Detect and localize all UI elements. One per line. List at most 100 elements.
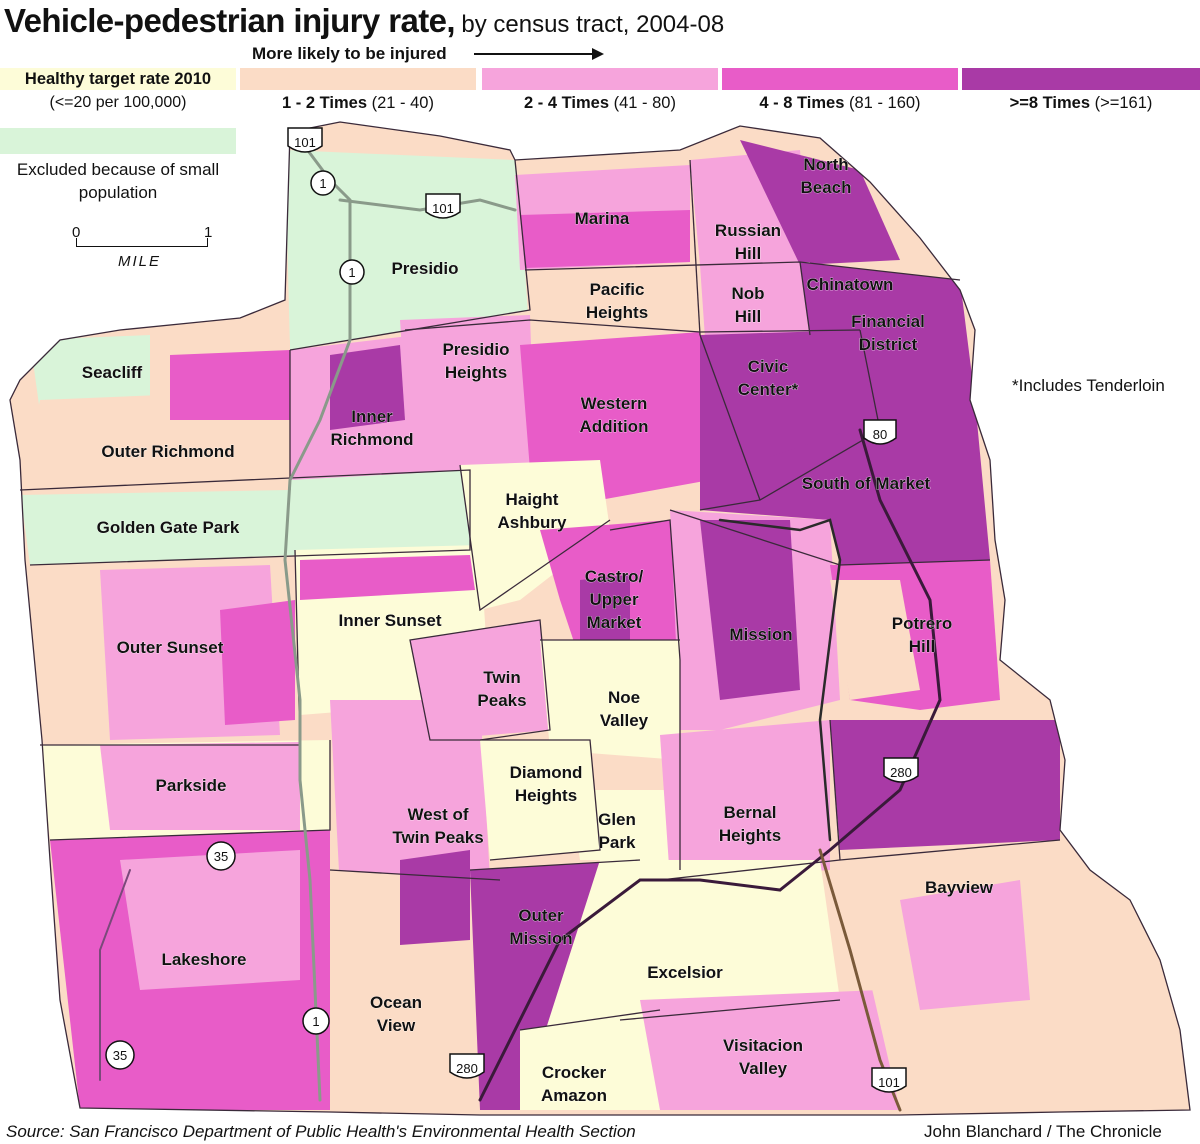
shield-label: 1 — [348, 265, 355, 280]
tract-inner-sunset-north — [300, 555, 475, 600]
scale-bar: 0 1 MILE — [72, 224, 212, 272]
shield-label: 101 — [294, 135, 316, 150]
neighborhood-label: Potrero Hill — [892, 614, 952, 656]
legend-swatch-8-plus — [962, 68, 1200, 90]
tract-potrero-west — [830, 580, 920, 700]
legend-item-8-plus: >=8 Times (>=161) — [962, 94, 1200, 113]
neighborhood-label: Visitacion Valley — [723, 1036, 803, 1078]
scale-end: 1 — [204, 224, 213, 241]
neighborhood-label: Glen Park — [598, 810, 636, 852]
tract-mission-dark — [700, 520, 800, 700]
highway-101-shield: 101 — [871, 1067, 907, 1093]
neighborhood-label: Civic Center* — [738, 357, 799, 399]
legend-item-4-8: 4 - 8 Times (81 - 160) — [722, 94, 958, 113]
neighborhood-label: Russian Hill — [715, 221, 781, 263]
source-note: Source: San Francisco Department of Publ… — [6, 1122, 636, 1141]
neighborhood-label: Ocean View — [370, 993, 422, 1035]
tract-bernal-heights — [660, 720, 830, 880]
tract-noe-valley — [540, 640, 680, 760]
tract-visitacion-valley — [640, 990, 900, 1110]
neighborhood-label: Outer Sunset — [117, 638, 224, 657]
highway-101-shield: 101 — [287, 127, 323, 153]
neighborhood-label: Western Addition — [580, 394, 649, 436]
tract-seacliff — [30, 335, 150, 412]
legend-label: >=8 Times — [1009, 94, 1091, 112]
neighborhood-label: Bayview — [925, 878, 994, 897]
shield-label: 101 — [878, 1075, 900, 1090]
legend-range: (81 - 160) — [849, 94, 921, 112]
neighborhood-label: Presidio — [391, 259, 458, 278]
map-title: Vehicle-pedestrian injury rate, by censu… — [4, 2, 724, 40]
tract-castro-dark — [580, 575, 630, 655]
scale-start: 0 — [72, 224, 81, 241]
neighborhood-label: Pacific Heights — [586, 280, 648, 322]
shield-label: 1 — [319, 176, 326, 191]
neighborhood-label: Crocker Amazon — [541, 1063, 607, 1105]
tract-diamond-heights — [480, 740, 600, 860]
neighborhood-labels: Presidio Marina North Beach Russian Hill China… — [81, 155, 994, 1106]
highway-280-shield: 280 — [883, 757, 919, 783]
legend-excluded-label: Excluded because of small population — [16, 160, 220, 202]
legend-label: 1 - 2 Times — [282, 94, 368, 112]
tract-crocker-amazon — [520, 1010, 670, 1110]
tract-pacific-heights — [525, 262, 700, 345]
title-subtitle: by census tract, 2004-08 — [461, 11, 725, 38]
legend-arrow-label: More likely to be injured — [252, 44, 447, 63]
legend-swatch-1-2 — [240, 68, 476, 90]
neighborhood-label: Haight Ashbury — [498, 490, 568, 532]
neighborhood-label: Outer Richmond — [101, 442, 234, 461]
neighborhood-label: Excelsior — [647, 963, 723, 982]
neighborhood-label: Presidio Heights — [442, 340, 509, 382]
neighborhood-label: Inner Sunset — [339, 611, 442, 630]
arrow-right-icon — [474, 48, 604, 60]
neighborhood-label: Diamond Heights — [510, 763, 583, 805]
tract-bayview-north — [830, 720, 1060, 850]
legend-item-2-4: 2 - 4 Times (41 - 80) — [482, 94, 718, 113]
tract-nob-hill — [700, 262, 812, 338]
neighborhood-label: Inner Richmond — [330, 407, 413, 449]
neighborhood-label: Parkside — [156, 776, 227, 795]
tract-lakeshore-pink — [120, 850, 300, 990]
legend-target-label: Healthy target rate 2010 — [0, 68, 236, 90]
neighborhood-label: Nob Hill — [731, 284, 764, 326]
tract-haight-ashbury — [460, 460, 610, 610]
legend-swatch-4-8 — [722, 68, 958, 90]
legend-swatch-2-4 — [482, 68, 718, 90]
tract-ocean-view-dark — [400, 850, 470, 945]
neighborhood-label: Twin Peaks — [477, 668, 526, 710]
scale-unit: MILE — [118, 253, 162, 270]
legend-item-1-2: 1 - 2 Times (21 - 40) — [240, 94, 476, 113]
title-main: Vehicle-pedestrian injury rate, — [4, 2, 456, 39]
legend-range: (>=161) — [1094, 94, 1153, 112]
legend-excluded-swatch — [0, 128, 236, 154]
highway-80-shield: 80 — [863, 419, 897, 445]
tract-marina-south — [520, 210, 690, 268]
tract-presidio-heights — [400, 315, 535, 470]
shield-label: 80 — [873, 427, 887, 442]
neighborhood-label: Mission — [729, 625, 792, 644]
shield-label: 280 — [456, 1061, 478, 1076]
legend-label: 2 - 4 Times — [524, 94, 610, 112]
highway-1-shield: 1 — [339, 259, 365, 285]
highway-35-shield: 35 — [105, 1040, 135, 1070]
neighborhood-label: Outer Mission — [509, 906, 572, 948]
credit-line: John Blanchard / The Chronicle — [924, 1122, 1162, 1141]
highway-101-shield: 101 — [425, 193, 461, 219]
tract-financial-district — [800, 262, 975, 430]
neighborhood-label: Seacliff — [82, 363, 143, 382]
tract-glen-park — [570, 790, 670, 860]
footnote: *Includes Tenderloin — [1012, 376, 1165, 395]
tract-south-of-market — [700, 400, 990, 565]
legend-label: 4 - 8 Times — [759, 94, 845, 112]
tract-outer-richmond-pink — [170, 350, 290, 420]
tract-outer-sunset-mag — [220, 600, 295, 725]
legend-range: (41 - 80) — [613, 94, 676, 112]
neighborhood-label: Chinatown — [807, 275, 894, 294]
sf-map: 101 1 101 1 80 280 35 1 — [9, 121, 1191, 1116]
tract-west-of-twin-peaks — [330, 700, 490, 890]
tract-inner-richmond-dark — [330, 345, 405, 430]
neighborhood-label: Castro/Upper Market — [585, 567, 644, 632]
neighborhood-label: Marina — [575, 209, 630, 228]
tract-golden-gate-park — [20, 470, 470, 565]
highway-35-shield: 35 — [206, 841, 236, 871]
